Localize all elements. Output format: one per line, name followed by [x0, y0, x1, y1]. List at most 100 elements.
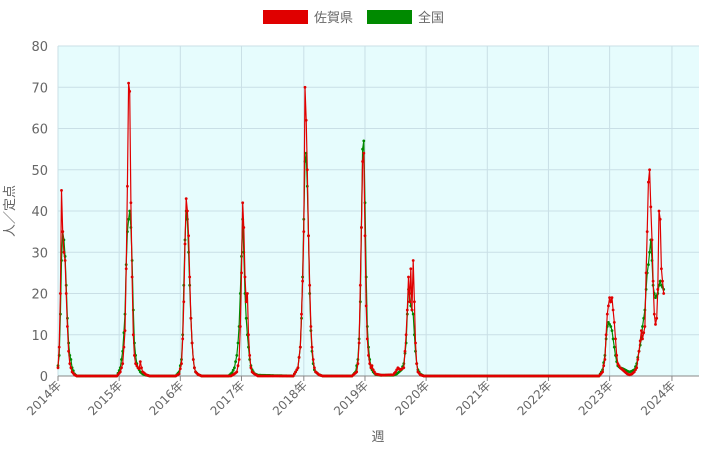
data-point[interactable]	[402, 366, 406, 370]
data-point[interactable]	[180, 362, 183, 365]
data-point[interactable]	[120, 366, 123, 370]
data-point[interactable]	[652, 312, 656, 316]
data-point[interactable]	[362, 139, 366, 143]
data-point[interactable]	[294, 370, 297, 374]
data-point[interactable]	[140, 366, 143, 370]
data-point[interactable]	[69, 358, 73, 361]
data-point[interactable]	[403, 349, 407, 353]
data-point[interactable]	[191, 358, 195, 361]
data-point[interactable]	[413, 300, 416, 304]
data-point[interactable]	[371, 368, 375, 372]
data-point[interactable]	[121, 362, 125, 365]
data-point[interactable]	[641, 325, 644, 328]
data-point[interactable]	[188, 275, 192, 279]
data-point[interactable]	[183, 242, 187, 246]
data-point[interactable]	[189, 316, 193, 320]
data-point[interactable]	[651, 279, 655, 283]
data-point[interactable]	[608, 323, 611, 326]
data-point[interactable]	[662, 292, 666, 295]
data-point[interactable]	[297, 356, 301, 359]
data-point[interactable]	[231, 368, 235, 372]
data-point[interactable]	[612, 345, 616, 349]
data-point[interactable]	[124, 267, 128, 271]
data-point[interactable]	[120, 358, 123, 361]
data-point[interactable]	[614, 337, 617, 341]
data-point[interactable]	[56, 366, 60, 370]
data-point[interactable]	[605, 312, 609, 316]
data-point[interactable]	[127, 81, 130, 85]
data-point[interactable]	[636, 358, 640, 361]
data-point[interactable]	[657, 209, 661, 213]
data-point[interactable]	[61, 230, 65, 234]
data-point[interactable]	[602, 364, 606, 368]
data-point[interactable]	[645, 230, 649, 234]
data-point[interactable]	[238, 325, 242, 328]
data-point[interactable]	[356, 362, 360, 365]
data-point[interactable]	[370, 364, 374, 368]
data-point[interactable]	[394, 370, 397, 374]
data-point[interactable]	[234, 360, 238, 363]
data-point[interactable]	[609, 300, 613, 304]
data-point[interactable]	[637, 349, 641, 353]
data-point[interactable]	[608, 296, 611, 299]
data-point[interactable]	[178, 367, 182, 371]
data-point[interactable]	[248, 354, 252, 357]
data-point[interactable]	[138, 360, 142, 363]
data-point[interactable]	[365, 337, 369, 341]
data-point[interactable]	[361, 147, 364, 151]
data-point[interactable]	[305, 168, 309, 172]
data-point[interactable]	[360, 226, 363, 229]
data-point[interactable]	[59, 292, 62, 295]
data-point[interactable]	[57, 345, 61, 349]
data-point[interactable]	[661, 279, 664, 283]
data-point[interactable]	[307, 234, 310, 238]
data-point[interactable]	[134, 362, 138, 365]
data-point[interactable]	[404, 333, 408, 337]
data-point[interactable]	[249, 366, 253, 370]
data-point[interactable]	[411, 259, 415, 262]
data-point[interactable]	[658, 279, 662, 283]
data-point[interactable]	[233, 366, 236, 370]
data-point[interactable]	[640, 329, 643, 332]
data-point[interactable]	[246, 292, 249, 295]
data-point[interactable]	[642, 316, 646, 320]
data-point[interactable]	[363, 234, 367, 238]
data-point[interactable]	[190, 341, 194, 345]
data-point[interactable]	[177, 372, 181, 376]
data-point[interactable]	[186, 209, 189, 213]
data-point[interactable]	[405, 308, 409, 312]
data-point[interactable]	[62, 250, 66, 254]
data-point[interactable]	[235, 354, 239, 357]
data-point[interactable]	[291, 374, 295, 378]
data-point[interactable]	[407, 275, 410, 279]
data-point[interactable]	[408, 300, 412, 304]
data-point[interactable]	[301, 279, 304, 283]
data-point[interactable]	[182, 300, 186, 304]
data-point[interactable]	[611, 337, 615, 341]
data-point[interactable]	[309, 325, 313, 328]
data-point[interactable]	[298, 345, 302, 349]
data-point[interactable]	[118, 370, 122, 374]
data-point[interactable]	[604, 333, 608, 337]
data-point[interactable]	[130, 275, 134, 279]
data-point[interactable]	[60, 189, 63, 192]
data-point[interactable]	[647, 180, 650, 184]
data-point[interactable]	[244, 316, 248, 320]
data-point[interactable]	[607, 304, 610, 308]
data-point[interactable]	[311, 358, 315, 361]
data-point[interactable]	[129, 201, 133, 205]
data-point[interactable]	[364, 304, 368, 308]
data-point[interactable]	[357, 341, 361, 345]
data-point[interactable]	[648, 250, 651, 254]
data-point[interactable]	[654, 323, 657, 326]
data-point[interactable]	[131, 333, 135, 337]
data-point[interactable]	[128, 90, 132, 93]
data-point[interactable]	[655, 316, 659, 320]
data-point[interactable]	[612, 321, 616, 324]
data-point[interactable]	[656, 288, 660, 291]
data-point[interactable]	[126, 184, 129, 188]
data-point[interactable]	[193, 366, 196, 370]
data-point[interactable]	[242, 226, 246, 229]
data-point[interactable]	[658, 217, 662, 221]
data-point[interactable]	[611, 308, 615, 312]
